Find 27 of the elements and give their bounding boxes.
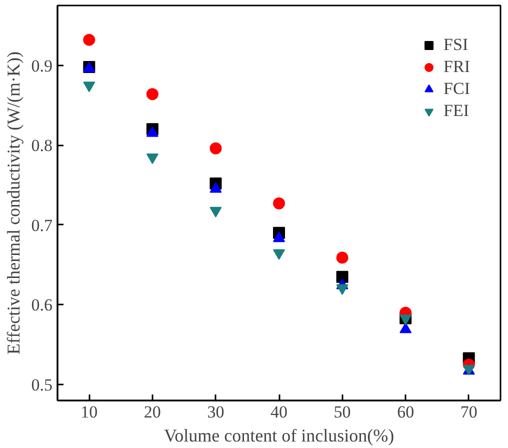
point — [210, 142, 222, 154]
point — [146, 126, 158, 137]
y-tick-label: 0.9 — [31, 56, 52, 76]
x-tick-label: 50 — [334, 402, 351, 422]
legend-label: FSI — [444, 35, 468, 55]
legend-label: FCI — [444, 79, 470, 99]
point — [83, 34, 96, 46]
x-tick-label: 40 — [270, 402, 288, 422]
y-axis-title: Effective thermal conductivity (W/(m·K)) — [3, 51, 24, 355]
point — [273, 197, 285, 210]
legend-label: FEI — [444, 101, 470, 121]
legend-label: FRI — [444, 57, 470, 77]
x-axis-title: Volume content of inclusion(%) — [164, 426, 394, 446]
x-tick-label: 10 — [80, 402, 98, 422]
x-tick-label: 70 — [460, 402, 478, 422]
point — [146, 88, 158, 100]
x-tick-label: 60 — [397, 402, 414, 422]
x-tick-label: 20 — [144, 402, 161, 422]
point — [273, 232, 285, 242]
point — [336, 252, 348, 264]
x-tick-label: 30 — [207, 402, 224, 422]
point — [336, 270, 348, 283]
y-tick-label: 0.5 — [31, 376, 52, 395]
y-tick-label: 0.6 — [31, 296, 52, 315]
point — [210, 182, 222, 193]
y-tick-label: 0.7 — [31, 216, 53, 235]
y-tick-label: 0.8 — [31, 136, 52, 156]
